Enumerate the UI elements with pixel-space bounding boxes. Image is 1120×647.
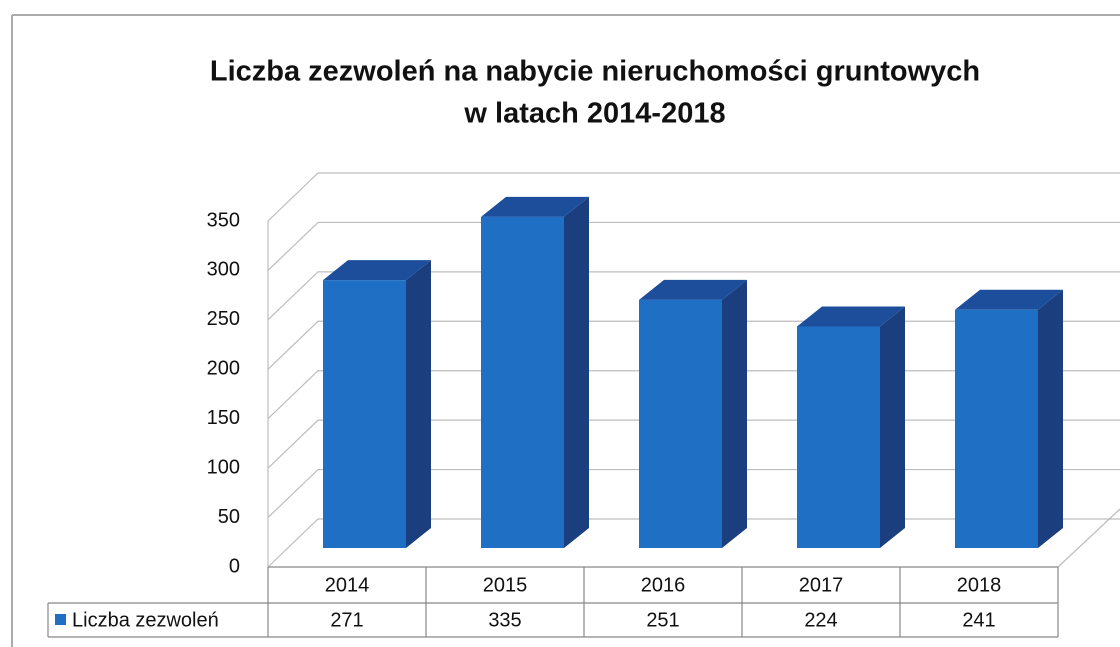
table-value: 271 bbox=[330, 609, 363, 631]
y-tick-label: 200 bbox=[207, 358, 240, 380]
bar-side bbox=[564, 196, 589, 549]
table-value: 251 bbox=[646, 609, 679, 631]
y-tick-label: 50 bbox=[218, 506, 240, 528]
bar-front bbox=[481, 216, 564, 549]
grid-line bbox=[267, 221, 1120, 271]
table-value: 224 bbox=[804, 609, 837, 631]
bar-front bbox=[639, 299, 722, 548]
table-value: 241 bbox=[962, 609, 995, 631]
x-tick-label: 2016 bbox=[641, 574, 686, 596]
legend-label: Liczba zezwoleń bbox=[72, 609, 219, 631]
y-tick-label: 150 bbox=[207, 407, 240, 429]
grid-line bbox=[267, 271, 1120, 321]
grid-line bbox=[267, 172, 1120, 222]
bar bbox=[639, 279, 747, 548]
x-tick-label: 2015 bbox=[483, 574, 528, 596]
legend-swatch bbox=[55, 614, 66, 625]
bar-front bbox=[323, 280, 406, 548]
bar-top bbox=[797, 306, 905, 327]
bar-front bbox=[797, 326, 880, 548]
y-tick-label: 100 bbox=[207, 456, 240, 478]
y-tick-label: 250 bbox=[207, 308, 240, 330]
y-tick-label: 350 bbox=[207, 209, 240, 231]
bar-top bbox=[481, 196, 589, 217]
x-tick-label: 2018 bbox=[957, 574, 1002, 596]
bar-front bbox=[955, 309, 1038, 548]
bar-top bbox=[955, 289, 1063, 310]
chart-title: w latach 2014-2018 bbox=[463, 98, 725, 130]
bar-side bbox=[880, 306, 905, 548]
bar bbox=[481, 196, 589, 549]
bar-side bbox=[722, 279, 747, 548]
floor-edge bbox=[1057, 508, 1120, 568]
y-tick-label: 300 bbox=[207, 259, 240, 281]
bar bbox=[797, 306, 905, 548]
x-tick-label: 2017 bbox=[799, 574, 844, 596]
chart-title: Liczba zezwoleń na nabycie nieruchomości… bbox=[210, 56, 980, 88]
x-tick-label: 2014 bbox=[325, 574, 370, 596]
y-tick-label: 0 bbox=[229, 555, 240, 577]
bar-top bbox=[323, 260, 431, 281]
bar-top bbox=[639, 279, 747, 300]
table-value: 335 bbox=[488, 609, 521, 631]
bar bbox=[955, 289, 1063, 548]
bar-side bbox=[1038, 289, 1063, 548]
bar-side bbox=[406, 260, 431, 548]
bar bbox=[323, 260, 431, 548]
